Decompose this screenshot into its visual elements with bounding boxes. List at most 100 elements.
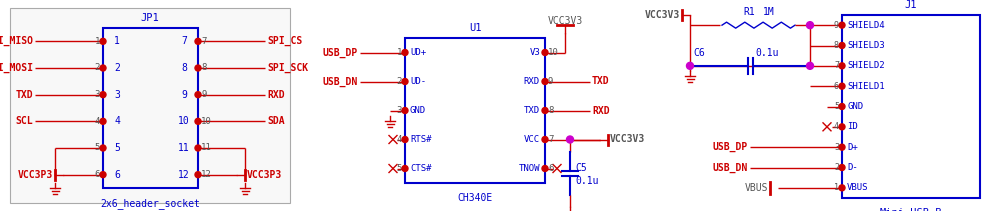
Text: VBUS: VBUS xyxy=(847,183,868,192)
Text: 5: 5 xyxy=(95,143,100,153)
Circle shape xyxy=(195,118,201,124)
Text: UD+: UD+ xyxy=(410,48,426,57)
Text: SHIELD3: SHIELD3 xyxy=(847,41,885,50)
Text: 4: 4 xyxy=(114,116,120,126)
Text: RTS#: RTS# xyxy=(410,135,432,144)
Text: 8: 8 xyxy=(201,64,206,73)
Text: D-: D- xyxy=(847,163,858,172)
Circle shape xyxy=(100,172,106,178)
Text: 7: 7 xyxy=(201,37,206,46)
Text: 6: 6 xyxy=(548,164,553,173)
Text: 10: 10 xyxy=(201,117,212,126)
Circle shape xyxy=(195,172,201,178)
Circle shape xyxy=(839,165,845,170)
Text: SPI_MOSI: SPI_MOSI xyxy=(0,63,33,73)
Circle shape xyxy=(542,165,548,172)
Circle shape xyxy=(542,78,548,84)
Text: USB_DN: USB_DN xyxy=(323,76,358,87)
Text: GND: GND xyxy=(847,102,863,111)
Circle shape xyxy=(195,145,201,151)
Text: SHIELD4: SHIELD4 xyxy=(847,21,885,30)
Text: TNOW: TNOW xyxy=(518,164,540,173)
Circle shape xyxy=(806,22,814,29)
Text: SDA: SDA xyxy=(267,116,285,126)
Text: SPI_CS: SPI_CS xyxy=(267,36,302,46)
Text: VCC3P3: VCC3P3 xyxy=(18,170,53,180)
Text: VCC: VCC xyxy=(524,135,540,144)
Bar xyxy=(10,8,290,203)
Text: R1: R1 xyxy=(743,7,755,17)
Circle shape xyxy=(839,83,845,89)
Text: 7: 7 xyxy=(834,61,839,70)
Text: 1: 1 xyxy=(834,183,839,192)
Circle shape xyxy=(195,92,201,98)
Circle shape xyxy=(100,65,106,71)
Text: 10: 10 xyxy=(548,48,559,57)
Text: 8: 8 xyxy=(181,63,187,73)
Text: VCC3V3: VCC3V3 xyxy=(547,15,583,26)
Text: D+: D+ xyxy=(847,143,858,152)
Text: 2: 2 xyxy=(95,64,100,73)
Text: 3: 3 xyxy=(95,90,100,99)
Text: 3: 3 xyxy=(834,143,839,152)
Text: SHIELD1: SHIELD1 xyxy=(847,82,885,91)
Circle shape xyxy=(542,107,548,114)
Bar xyxy=(842,15,980,198)
Text: SPI_MISO: SPI_MISO xyxy=(0,36,33,46)
Circle shape xyxy=(686,62,694,69)
Text: JP1: JP1 xyxy=(141,13,159,23)
Text: SHIELD2: SHIELD2 xyxy=(847,61,885,70)
Text: TXD: TXD xyxy=(592,77,610,87)
Text: UD-: UD- xyxy=(410,77,426,86)
Text: RXD: RXD xyxy=(592,106,610,115)
Circle shape xyxy=(402,50,408,55)
Text: USB_DP: USB_DP xyxy=(713,142,748,152)
Text: 6: 6 xyxy=(95,170,100,179)
Text: RXD: RXD xyxy=(267,90,285,100)
Text: 12: 12 xyxy=(178,170,190,180)
Text: SPI_SCK: SPI_SCK xyxy=(267,63,308,73)
Text: VCC3V3: VCC3V3 xyxy=(645,10,680,20)
Text: USB_DP: USB_DP xyxy=(323,47,358,58)
Circle shape xyxy=(839,104,845,110)
Text: 3: 3 xyxy=(397,106,402,115)
Text: 5: 5 xyxy=(397,164,402,173)
Text: 0.1u: 0.1u xyxy=(575,176,598,186)
Circle shape xyxy=(839,42,845,49)
Text: 8: 8 xyxy=(548,106,553,115)
Text: TXD: TXD xyxy=(15,90,33,100)
Text: 2x6_header_socket: 2x6_header_socket xyxy=(100,198,200,209)
Text: 5: 5 xyxy=(834,102,839,111)
Text: 4: 4 xyxy=(834,122,839,131)
Circle shape xyxy=(100,92,106,98)
Circle shape xyxy=(839,185,845,191)
Text: 1M: 1M xyxy=(763,7,775,17)
Circle shape xyxy=(195,38,201,44)
Text: ID: ID xyxy=(847,122,858,131)
Text: 8: 8 xyxy=(834,41,839,50)
Text: 3: 3 xyxy=(114,90,120,100)
Text: 9: 9 xyxy=(181,90,187,100)
Text: CTS#: CTS# xyxy=(410,164,432,173)
Circle shape xyxy=(566,136,574,143)
Text: 9: 9 xyxy=(548,77,553,86)
Circle shape xyxy=(195,65,201,71)
Text: 7: 7 xyxy=(181,36,187,46)
Text: J1: J1 xyxy=(905,0,917,10)
Text: 12: 12 xyxy=(201,170,212,179)
Text: 2: 2 xyxy=(114,63,120,73)
Circle shape xyxy=(839,124,845,130)
Bar xyxy=(405,38,545,183)
Circle shape xyxy=(100,118,106,124)
Text: U1: U1 xyxy=(469,23,481,33)
Text: GND: GND xyxy=(410,106,426,115)
Circle shape xyxy=(542,137,548,142)
Text: 6: 6 xyxy=(114,170,120,180)
Text: 9: 9 xyxy=(201,90,206,99)
Circle shape xyxy=(542,50,548,55)
Text: VCC3V3: VCC3V3 xyxy=(610,134,645,145)
Circle shape xyxy=(839,22,845,28)
Text: 9: 9 xyxy=(834,21,839,30)
Text: 5: 5 xyxy=(114,143,120,153)
Text: 1: 1 xyxy=(114,36,120,46)
